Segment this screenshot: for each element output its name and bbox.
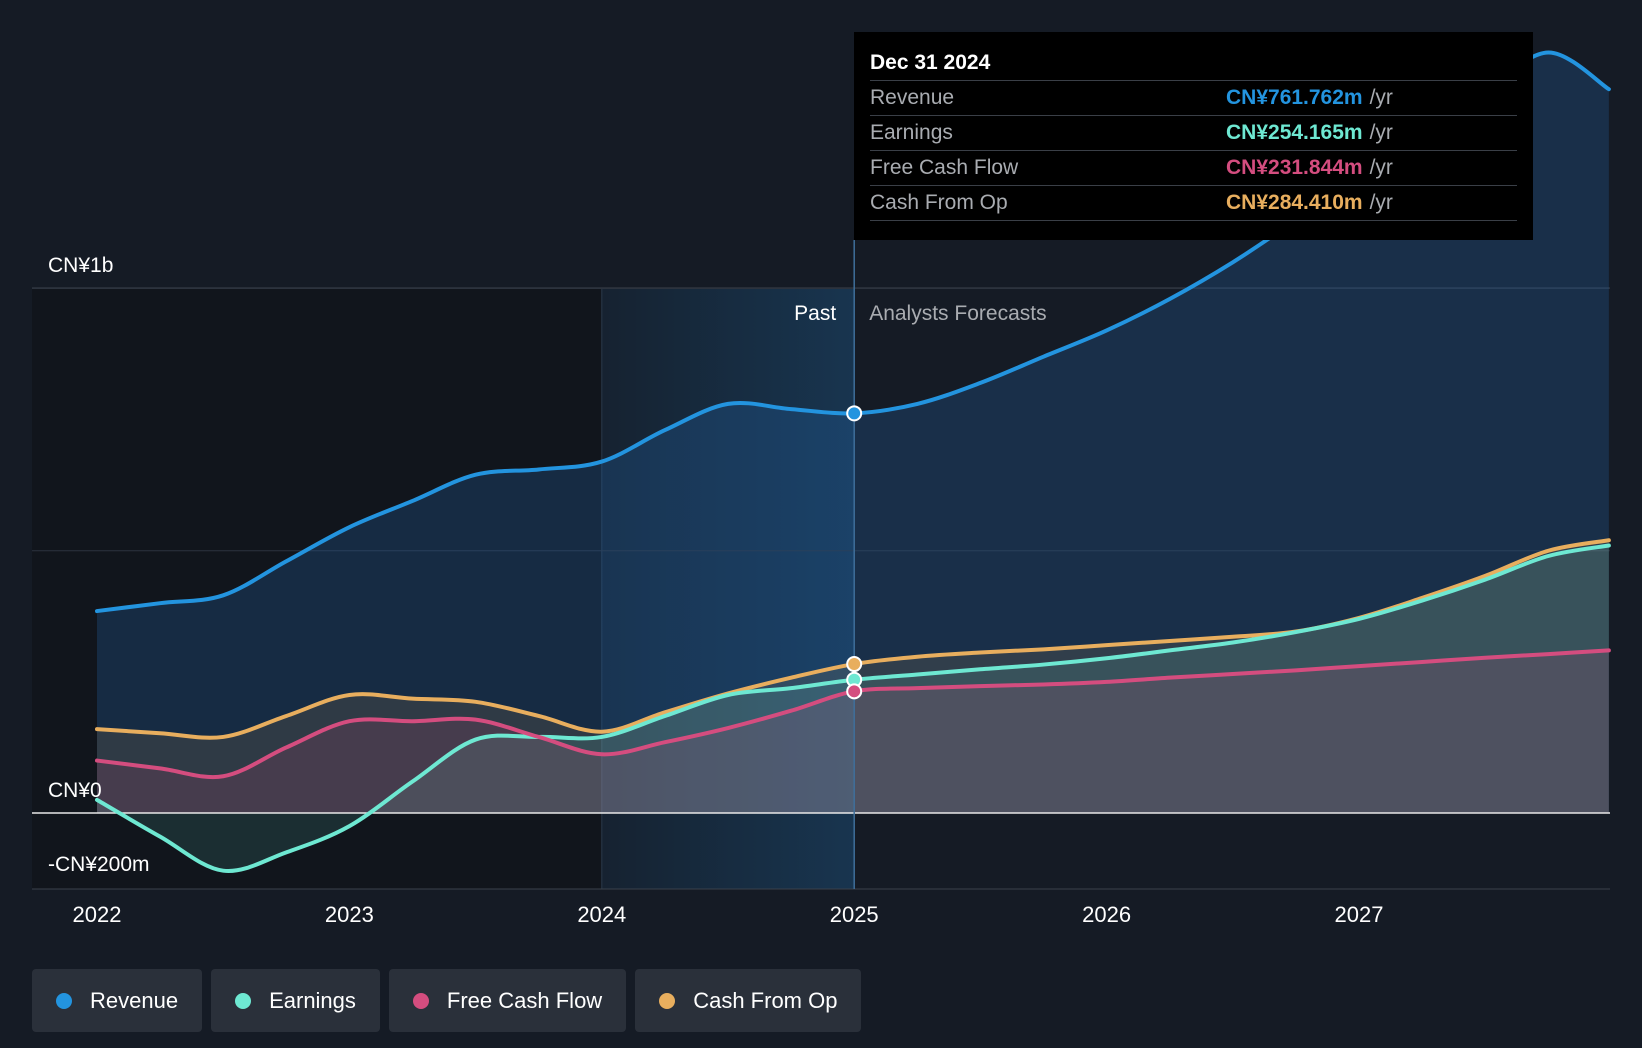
legend-label: Earnings [269,987,356,1013]
past-region [32,288,602,889]
area-revenue [97,52,1609,814]
tooltip-value: CN¥284.410m [1226,191,1363,214]
tooltip-label: Free Cash Flow [870,156,1019,179]
tooltip-row-revenue: Revenue CN¥761.762m /yr [870,81,1517,116]
legend-item-earnings[interactable]: Earnings [211,969,380,1032]
area-fcf [97,650,1609,813]
marker-revenue [846,405,863,422]
earnings-dot-icon [235,992,252,1009]
x-tick-label: 2022 [73,902,122,927]
x-tick-label: 2024 [577,902,626,927]
y-label-top: CN¥1b [48,254,113,277]
tooltip-value: CN¥254.165m [1226,121,1363,144]
tooltip-label: Cash From Op [870,191,1008,214]
legend-label: Free Cash Flow [446,987,603,1013]
tooltip-label: Earnings [870,121,953,144]
revenue-dot-icon [56,992,72,1009]
x-tick-label: 2023 [325,902,374,927]
tooltip-value: CN¥761.762m [1226,86,1363,109]
tooltip-label: Revenue [870,86,955,109]
legend-label: Cash From Op [693,987,838,1013]
tooltip-unit: /yr [1369,121,1393,144]
tooltip-unit: /yr [1369,156,1393,179]
past-label: Past [794,302,836,325]
tooltip-row-fcf: Free Cash Flow CN¥231.844m /yr [870,151,1517,186]
x-tick-label: 2027 [1335,902,1384,927]
tooltip-unit: /yr [1369,86,1393,109]
fcf-dot-icon [412,992,429,1009]
area-earnings [97,545,1609,872]
legend-label: Revenue [90,987,179,1013]
y-label-zero: CN¥0 [48,779,102,802]
tooltip-unit: /yr [1369,191,1393,214]
x-tick-label: 2026 [1082,902,1131,927]
tooltip-row-cfo: Cash From Op CN¥284.410m /yr [870,186,1517,221]
legend-item-revenue[interactable]: Revenue [32,969,203,1032]
tooltip: Dec 31 2024 Revenue CN¥761.762m /yr Earn… [854,32,1533,240]
forecast-label: Analysts Forecasts [869,302,1046,325]
tooltip-row-earnings: Earnings CN¥254.165m /yr [870,116,1517,151]
series-line-earnings [95,543,1611,873]
marker-fcf [846,683,863,700]
legend-item-fcf[interactable]: Free Cash Flow [388,969,627,1032]
marker-cfo [846,656,863,673]
cfo-dot-icon [659,992,676,1009]
x-tick-label: 2025 [830,902,879,927]
highlight-region [601,288,855,889]
y-label-bottom: -CN¥200m [48,853,150,876]
series-line-fcf [95,648,1611,780]
legend: Revenue Earnings Free Cash Flow Cash Fro… [32,969,862,1032]
tooltip-date: Dec 31 2024 [870,46,1517,81]
legend-item-cfo[interactable]: Cash From Op [635,969,862,1032]
tooltip-value: CN¥231.844m [1226,156,1363,179]
